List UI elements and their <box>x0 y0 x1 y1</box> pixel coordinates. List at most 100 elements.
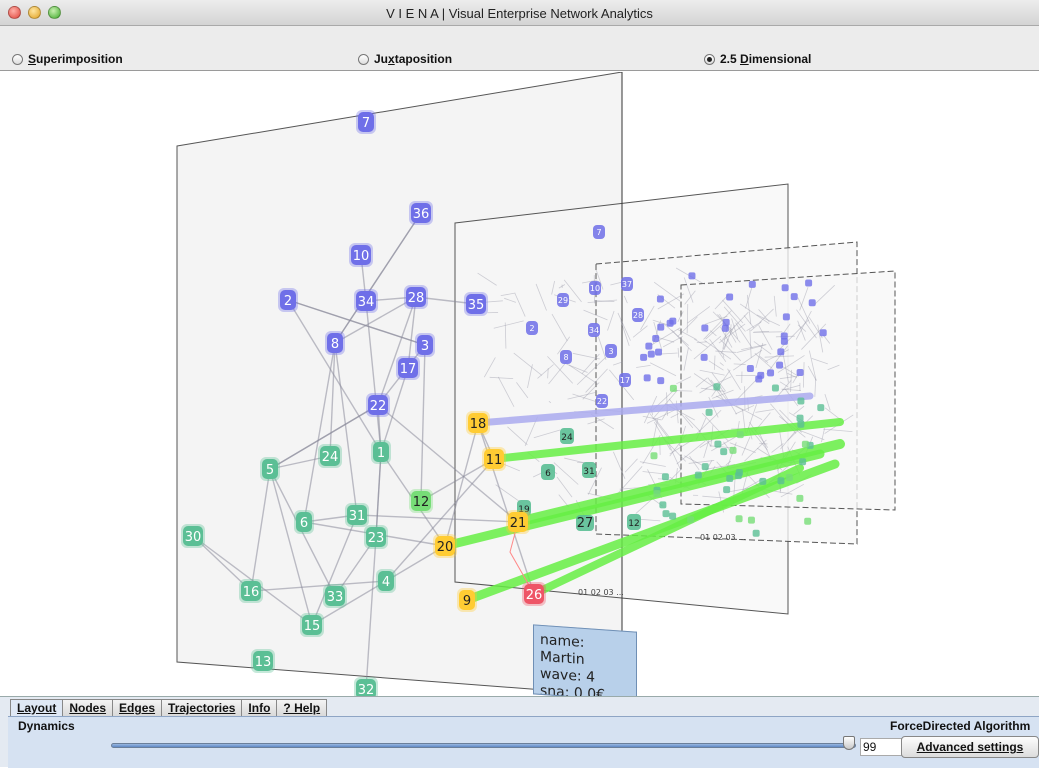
graph-node[interactable]: 7 <box>356 110 376 134</box>
graph-node[interactable]: 9 <box>457 588 477 612</box>
dynamics-slider-thumb[interactable] <box>843 736 855 750</box>
tiny-node[interactable] <box>640 354 647 361</box>
tiny-node[interactable] <box>652 335 659 342</box>
graph-node[interactable]: 5 <box>260 457 280 481</box>
small-node[interactable]: 12 <box>627 514 641 530</box>
small-node-label[interactable]: 8 <box>563 353 568 362</box>
graph-node[interactable]: 8 <box>325 331 345 355</box>
tiny-node[interactable] <box>797 421 804 428</box>
tiny-node[interactable] <box>817 404 824 411</box>
node-label[interactable]: 21 <box>510 516 527 531</box>
node-label[interactable]: 24 <box>322 450 339 465</box>
tiny-node[interactable] <box>726 475 733 482</box>
tab-trajectories[interactable]: Trajectories <box>161 699 242 716</box>
tiny-node[interactable] <box>667 320 674 327</box>
graph-node[interactable]: 35 <box>464 292 488 316</box>
tiny-node[interactable] <box>759 478 766 485</box>
two-point-five-dimensional-radio[interactable]: 2.5 Dimensional <box>704 52 811 66</box>
node-label[interactable]: 20 <box>437 540 454 555</box>
node-label[interactable]: 13 <box>255 655 272 670</box>
graph-node[interactable]: 32 <box>354 677 378 696</box>
small-node[interactable]: 10 <box>589 281 601 295</box>
graph-node[interactable]: 20 <box>433 534 457 558</box>
tiny-node[interactable] <box>726 294 733 301</box>
small-node-label[interactable]: 17 <box>620 376 630 385</box>
tiny-node[interactable] <box>663 510 670 517</box>
graph-node[interactable]: 22 <box>366 393 390 417</box>
small-node-label[interactable]: 37 <box>622 280 632 289</box>
tiny-node[interactable] <box>662 473 669 480</box>
tiny-node[interactable] <box>657 296 664 303</box>
tiny-node[interactable] <box>757 372 764 379</box>
tiny-node[interactable] <box>776 362 783 369</box>
node-label[interactable]: 30 <box>185 530 202 545</box>
node-label[interactable]: 12 <box>413 495 430 510</box>
tiny-node[interactable] <box>749 281 756 288</box>
tiny-node[interactable] <box>804 518 811 525</box>
node-label[interactable]: 17 <box>400 362 417 377</box>
graph-node[interactable]: 4 <box>376 569 396 593</box>
graph-node[interactable]: 21 <box>506 510 530 534</box>
graph-node[interactable]: 13 <box>251 649 275 673</box>
node-label[interactable]: 4 <box>382 575 390 590</box>
small-node-label[interactable]: 24 <box>561 433 573 443</box>
tiny-node[interactable] <box>748 517 755 524</box>
node-label[interactable]: 8 <box>331 337 339 352</box>
dynamics-slider-track[interactable] <box>111 743 856 748</box>
graph-node[interactable]: 34 <box>354 289 378 313</box>
graph-node[interactable]: 26 <box>522 582 546 606</box>
tiny-node[interactable] <box>702 463 709 470</box>
small-node-label[interactable]: 2 <box>529 324 534 333</box>
tiny-node[interactable] <box>735 472 742 479</box>
small-node[interactable]: 7 <box>593 225 605 239</box>
node-label[interactable]: 23 <box>368 531 385 546</box>
tiny-node[interactable] <box>809 299 816 306</box>
small-node[interactable]: 2 <box>526 321 538 335</box>
tiny-node[interactable] <box>797 369 804 376</box>
graph-node[interactable]: 11 <box>482 447 506 471</box>
radio-icon[interactable] <box>12 54 23 65</box>
tiny-node[interactable] <box>644 374 651 381</box>
small-node-label[interactable]: 31 <box>583 467 594 477</box>
small-node[interactable]: 22 <box>596 394 608 408</box>
graph-node[interactable]: 33 <box>323 584 347 608</box>
tiny-node[interactable] <box>797 415 804 422</box>
node-label[interactable]: 35 <box>468 298 485 313</box>
tiny-node[interactable] <box>736 515 743 522</box>
tiny-node[interactable] <box>648 351 655 358</box>
tiny-node[interactable] <box>653 490 660 497</box>
small-node[interactable]: 29 <box>557 293 569 307</box>
tiny-node[interactable] <box>669 513 676 520</box>
tiny-node[interactable] <box>796 495 803 502</box>
node-label[interactable]: 28 <box>408 291 425 306</box>
tiny-node[interactable] <box>737 431 744 438</box>
radio-selected-icon[interactable] <box>704 54 715 65</box>
radio-icon[interactable] <box>358 54 369 65</box>
graph-node[interactable]: 31 <box>345 503 369 527</box>
small-node[interactable]: 28 <box>632 308 644 322</box>
graph-node[interactable]: 18 <box>466 411 490 435</box>
tiny-node[interactable] <box>730 447 737 454</box>
superimposition-radio[interactable]: Superimposition <box>12 52 123 66</box>
small-node-label[interactable]: 7 <box>596 228 601 237</box>
node-label[interactable]: 3 <box>421 339 429 354</box>
tiny-node[interactable] <box>723 486 730 493</box>
node-label[interactable]: 16 <box>243 585 260 600</box>
tiny-node[interactable] <box>782 284 789 291</box>
graph-node[interactable]: 16 <box>239 579 263 603</box>
tiny-node[interactable] <box>772 385 779 392</box>
tiny-node[interactable] <box>781 333 788 340</box>
tiny-node[interactable] <box>767 369 774 376</box>
node-label[interactable]: 2 <box>284 294 292 309</box>
small-node-label[interactable]: 10 <box>590 284 600 293</box>
tiny-node[interactable] <box>802 441 809 448</box>
small-node[interactable]: 37 <box>621 277 633 291</box>
graph-node[interactable]: 23 <box>364 525 388 549</box>
tiny-node[interactable] <box>706 409 713 416</box>
small-node-label[interactable]: 34 <box>589 326 599 335</box>
graph-node[interactable]: 3 <box>415 333 435 357</box>
small-node[interactable]: 34 <box>588 323 600 337</box>
graph-node[interactable]: 36 <box>409 201 433 225</box>
node-label[interactable]: 36 <box>413 207 430 222</box>
